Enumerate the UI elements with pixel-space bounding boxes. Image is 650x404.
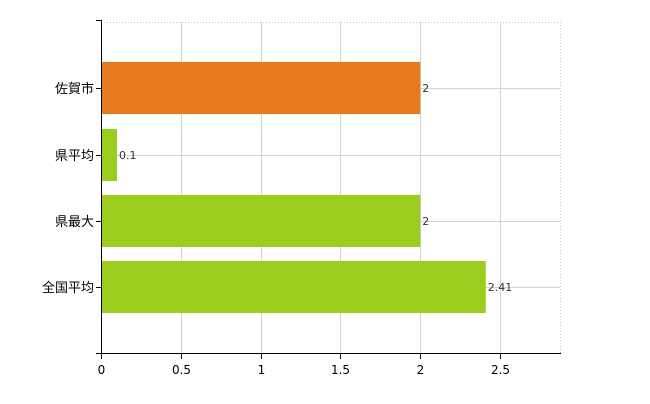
data-label: 2 — [422, 82, 429, 95]
bar-series — [102, 62, 486, 313]
data-label: 0.1 — [119, 149, 136, 162]
x-tick-label: 2.5 — [491, 363, 510, 377]
data-label: 2 — [422, 215, 429, 228]
y-tick-label: 県最大 — [55, 215, 94, 230]
axes — [96, 20, 561, 359]
data-label: 2.41 — [488, 281, 512, 294]
bar — [102, 129, 117, 181]
x-tick-label: 0 — [98, 363, 106, 377]
x-tick-label: 1.5 — [331, 363, 350, 377]
bar — [102, 62, 421, 114]
x-tick-label: 0.5 — [172, 363, 191, 377]
x-tick-label: 2 — [417, 363, 425, 377]
y-tick-label: 全国平均 — [42, 280, 94, 296]
x-tick-label: 1 — [258, 363, 266, 377]
bar — [102, 195, 421, 247]
y-tick-label: 県平均 — [55, 149, 94, 164]
bar — [102, 261, 486, 313]
y-tick-label: 佐賀市 — [55, 81, 94, 97]
